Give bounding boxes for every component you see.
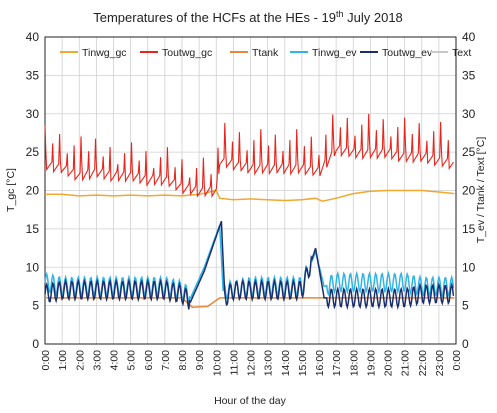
- y-tick-label-right: 30: [462, 107, 476, 121]
- y-tick-label-left: 10: [26, 260, 40, 274]
- y-tick-label-left: 20: [26, 184, 40, 198]
- x-tick-label: 13:00: [263, 350, 275, 376]
- x-tick-label: 8:00: [177, 350, 189, 371]
- x-tick-label: 4:00: [109, 350, 121, 371]
- x-tick-label: 6:00: [143, 350, 155, 371]
- x-tick-label: 5:00: [126, 350, 138, 371]
- x-tick-label: 12:00: [246, 350, 258, 376]
- x-tick-label: 23:00: [434, 350, 446, 376]
- x-tick-label: 20:00: [383, 350, 395, 376]
- x-tick-label: 15:00: [297, 350, 309, 376]
- legend-label: Tinwg_ev: [312, 47, 357, 59]
- legend-label: Ttank: [252, 47, 279, 59]
- plot-area-border: [44, 36, 457, 345]
- y-tick-label-right: 5: [462, 299, 469, 313]
- x-tick-label: 0:00: [40, 350, 52, 371]
- series-line-tinwg-ev: [44, 224, 455, 306]
- x-axis-ticks: 0:00 1:00 2:00 3:00 4:00 5:00 6:00 7:00 8:00 9:00…: [40, 350, 463, 376]
- y-tick-label-right: 15: [462, 222, 476, 236]
- x-tick-label: 19:00: [365, 350, 377, 376]
- x-tick-label: 16:00: [314, 350, 326, 376]
- x-tick-label: 1:00: [57, 350, 69, 371]
- x-tick-label: 0:00: [451, 350, 463, 371]
- y-tick-label-right: 35: [462, 68, 476, 82]
- left-axis-label: T_gc [°C]: [5, 168, 17, 212]
- series-line-toutwg-gc: [44, 113, 454, 199]
- y-tick-label-right: 25: [462, 145, 476, 159]
- y-tick-label-left: 5: [32, 299, 39, 313]
- x-tick-label: 11:00: [228, 350, 240, 376]
- x-tick-label: 7:00: [160, 350, 172, 371]
- legend: Tinwg_gc Toutwg_gc Ttank Tinwg_ev Toutwg_ev T…: [60, 47, 471, 59]
- y-tick-label-left: 30: [26, 107, 40, 121]
- x-tick-label: 21:00: [400, 350, 412, 376]
- x-tick-label: 2:00: [74, 350, 86, 371]
- right-axis-ticks: 0 5 10 15 20 25 30 35 40: [462, 30, 476, 351]
- y-tick-label-left: 40: [26, 30, 40, 44]
- y-tick-label-left: 25: [26, 145, 40, 159]
- x-tick-label: 9:00: [194, 350, 206, 371]
- x-tick-label: 18:00: [348, 350, 360, 376]
- series-layer: [44, 113, 455, 311]
- series-line-tinwg-gc: [45, 189, 455, 202]
- legend-label: Toutwg_gc: [162, 47, 212, 59]
- right-axis-label: T_ev / Ttank / Text [°C]: [475, 137, 487, 244]
- x-tick-label: 3:00: [91, 350, 103, 371]
- y-tick-label-left: 15: [26, 222, 40, 236]
- left-axis-ticks: 0 5 10 15 20 25 30 35 40: [26, 30, 40, 351]
- x-tick-label: 17:00: [331, 350, 343, 376]
- x-tick-label: 10:00: [211, 350, 223, 376]
- y-tick-label-right: 40: [462, 30, 476, 44]
- y-tick-label-right: 10: [462, 260, 476, 274]
- legend-label: Toutwg_ev: [382, 47, 433, 59]
- legend-label: Tinwg_gc: [82, 47, 127, 59]
- y-tick-label-right: 20: [462, 184, 476, 198]
- legend-label: Text: [452, 47, 471, 59]
- x-tick-label: 22:00: [417, 350, 429, 376]
- y-tick-label-right: 0: [462, 337, 469, 351]
- x-tick-label: 14:00: [280, 350, 292, 376]
- chart-title: Temperatures of the HCFs at the HEs - 19…: [93, 9, 403, 25]
- x-axis-label: Hour of the day: [214, 395, 287, 407]
- y-tick-label-left: 35: [26, 68, 40, 82]
- y-tick-label-left: 0: [32, 337, 39, 351]
- series-line-toutwg-ev: [44, 220, 455, 311]
